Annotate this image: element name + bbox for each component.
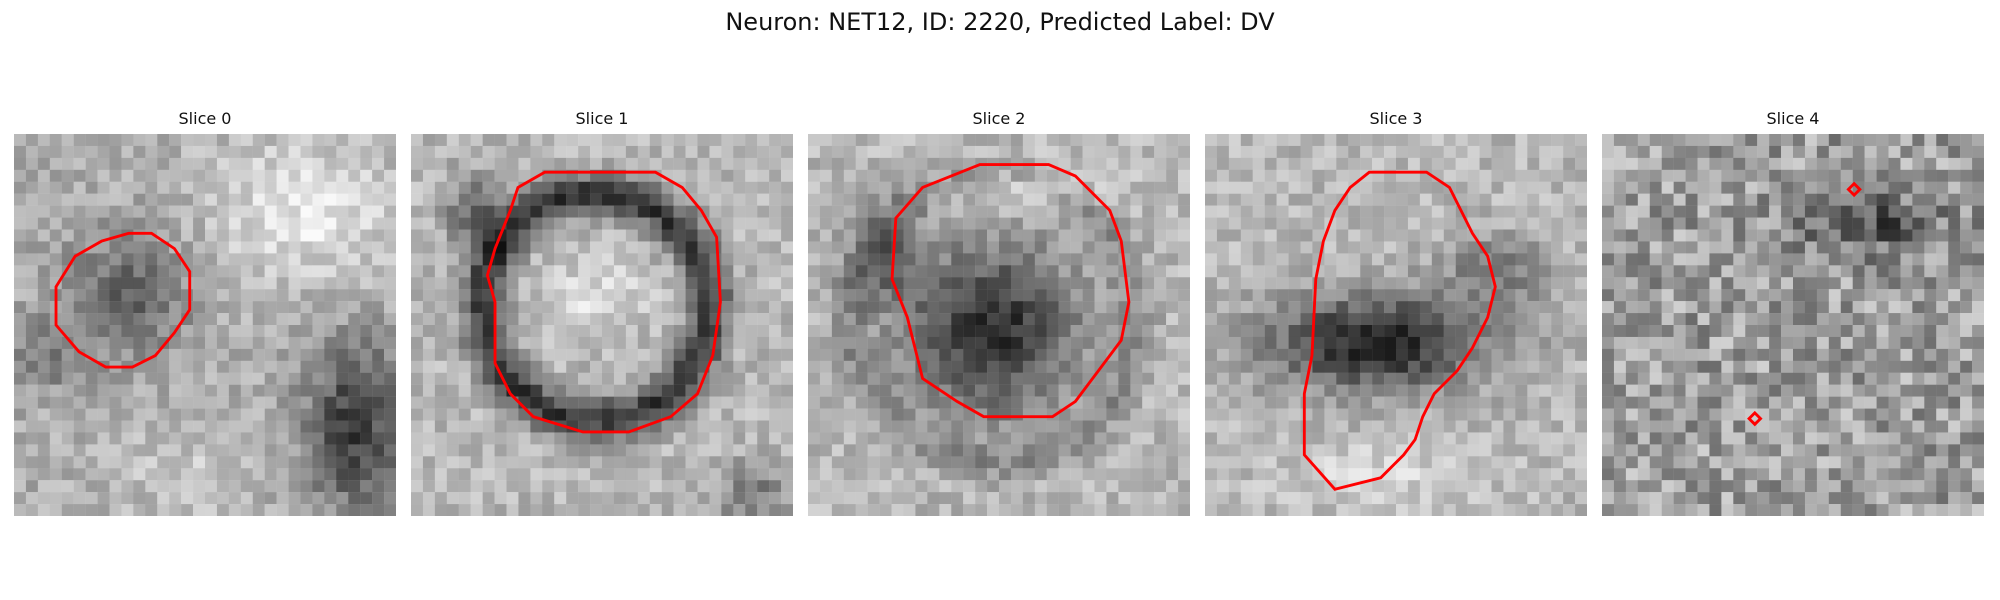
slice-title-4: Slice 4 xyxy=(1602,108,1984,130)
slice-title-2: Slice 2 xyxy=(808,108,1190,130)
slice-title-1: Slice 1 xyxy=(411,108,793,130)
slice-title-3: Slice 3 xyxy=(1205,108,1587,130)
figure-title: Neuron: NET12, ID: 2220, Predicted Label… xyxy=(0,6,2000,38)
slice-image-0 xyxy=(14,134,396,516)
slice-image-2 xyxy=(808,134,1190,516)
slice-image-3 xyxy=(1205,134,1587,516)
slice-image-4 xyxy=(1602,134,1984,516)
slice-image-1 xyxy=(411,134,793,516)
slice-title-0: Slice 0 xyxy=(14,108,396,130)
